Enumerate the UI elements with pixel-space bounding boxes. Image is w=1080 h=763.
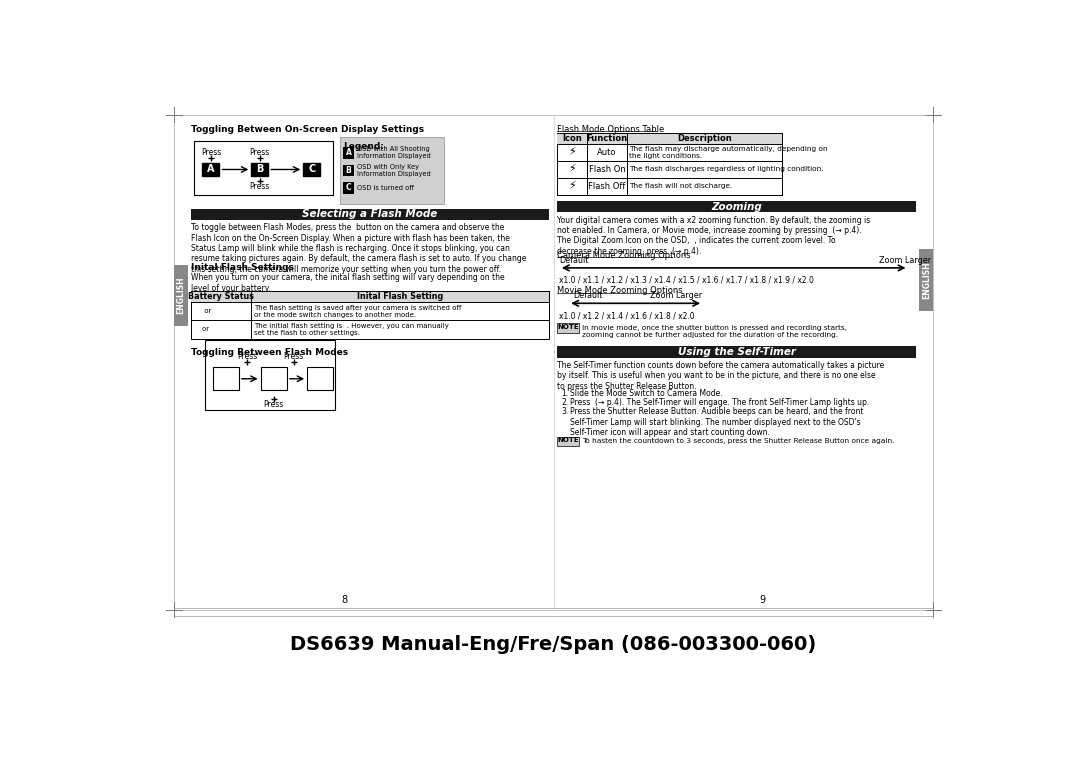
Text: DS6639 Manual-Eng/Fre/Span (086-003300-060): DS6639 Manual-Eng/Fre/Span (086-003300-0… [291, 635, 816, 654]
Bar [343, 165, 353, 176]
Text: Using the Self-Timer: Using the Self-Timer [678, 347, 796, 357]
Bar [339, 137, 444, 204]
Text: To toggle between Flash Modes, press the  button on the camera and observe the
F: To toggle between Flash Modes, press the… [191, 224, 526, 274]
Text: Battery Status: Battery Status [188, 292, 254, 301]
Text: Selecting a Flash Mode: Selecting a Flash Mode [302, 209, 437, 220]
Text: ENGLISH: ENGLISH [176, 277, 186, 314]
Bar [252, 163, 268, 176]
Bar [557, 133, 782, 195]
Text: Movie Mode Zooming Options: Movie Mode Zooming Options [557, 286, 683, 295]
Text: Zoom Larger: Zoom Larger [879, 256, 931, 265]
Text: In movie mode, once the shutter button is pressed and recording starts,
zooming : In movie mode, once the shutter button i… [582, 325, 847, 338]
Text: The flash setting is saved after your camera is switched off
or the mode switch : The flash setting is saved after your ca… [254, 304, 461, 317]
Bar [557, 133, 782, 144]
Text: The initial flash setting is  . However, you can manually
set the flash to other: The initial flash setting is . However, … [254, 323, 448, 336]
Text: Default: Default [572, 291, 603, 300]
Text: OSD with All Shooting
Information Displayed: OSD with All Shooting Information Displa… [356, 146, 431, 159]
Text: ⚡: ⚡ [568, 164, 576, 174]
Text: Function: Function [586, 134, 627, 143]
Bar [213, 367, 239, 391]
Text: Default: Default [559, 256, 589, 265]
Text: Your digital camera comes with a x2 zooming function. By default, the zooming is: Your digital camera comes with a x2 zoom… [557, 215, 870, 256]
Text: Press: Press [249, 182, 270, 191]
Bar [343, 147, 353, 159]
Text: Press: Press [284, 352, 303, 361]
Text: Flash Mode Options Table: Flash Mode Options Table [557, 124, 664, 134]
Text: 2.: 2. [562, 398, 568, 407]
Bar [191, 291, 549, 339]
Text: The flash may discharge automatically, depending on
the light conditions.: The flash may discharge automatically, d… [630, 146, 828, 159]
Text: Auto: Auto [597, 148, 617, 157]
Text: OSD with Only Key
Information Displayed: OSD with Only Key Information Displayed [356, 163, 431, 176]
Text: Press: Press [201, 148, 221, 157]
Bar [205, 340, 335, 410]
Bar [307, 367, 334, 391]
Text: Zoom Larger: Zoom Larger [650, 291, 702, 300]
Bar [557, 324, 579, 333]
Text: Legend:: Legend: [343, 142, 384, 150]
Text: To hasten the countdown to 3 seconds, press the Shutter Release Button once agai: To hasten the countdown to 3 seconds, pr… [582, 438, 894, 444]
Text: C: C [308, 165, 315, 175]
Bar [202, 163, 219, 176]
Text: Flash On: Flash On [589, 165, 625, 174]
Text: When you turn on your camera, the inital flash setting will vary depending on th: When you turn on your camera, the inital… [191, 273, 504, 293]
Text: Icon: Icon [563, 134, 582, 143]
Text: NOTE: NOTE [557, 324, 579, 330]
Bar [191, 208, 549, 221]
Text: A: A [346, 148, 351, 157]
Text: Press: Press [238, 352, 257, 361]
Text: Camera Mode Zooming Options: Camera Mode Zooming Options [557, 251, 691, 260]
Bar [557, 346, 916, 358]
Bar [260, 367, 287, 391]
Text: B: B [346, 166, 351, 175]
Bar [919, 250, 933, 311]
Text: ⚡: ⚡ [568, 147, 576, 157]
Text: OSD is turned off: OSD is turned off [356, 185, 414, 191]
Bar [191, 291, 549, 302]
Text: Description: Description [677, 134, 732, 143]
Text: ⚡: ⚡ [568, 182, 576, 192]
Bar [174, 114, 933, 610]
Bar [557, 201, 916, 212]
Text: Press: Press [249, 148, 270, 157]
Text: 8: 8 [341, 595, 348, 605]
Text: Zooming: Zooming [712, 201, 762, 211]
Bar [343, 182, 353, 194]
Text: 9: 9 [759, 595, 766, 605]
Bar [303, 163, 321, 176]
Text: x1.0 / x1.1 / x1.2 / x1.3 / x1.4 / x1.5 / x1.6 / x1.7 / x1.8 / x1.9 / x2.0: x1.0 / x1.1 / x1.2 / x1.3 / x1.4 / x1.5 … [559, 275, 814, 285]
Text: Inital Flash Settings: Inital Flash Settings [191, 263, 294, 272]
Text: The flash will not discharge.: The flash will not discharge. [630, 183, 733, 189]
Text: or: or [193, 308, 225, 314]
Text: The Self-Timer function counts down before the camera automatically takes a pict: The Self-Timer function counts down befo… [557, 361, 885, 391]
Text: or: or [193, 327, 216, 333]
Text: 1.: 1. [562, 389, 568, 398]
Text: B: B [256, 165, 264, 175]
Text: Flash Off: Flash Off [589, 182, 625, 191]
Text: A: A [207, 165, 215, 175]
Text: Toggling Between On-Screen Display Settings: Toggling Between On-Screen Display Setti… [191, 124, 424, 134]
Text: Press: Press [264, 400, 284, 409]
Bar [557, 436, 579, 446]
Text: C: C [346, 183, 351, 192]
Text: Slide the Mode Switch to Camera Mode.: Slide the Mode Switch to Camera Mode. [570, 389, 723, 398]
Text: Toggling Between Flash Modes: Toggling Between Flash Modes [191, 348, 348, 357]
Text: Inital Flash Setting: Inital Flash Setting [356, 292, 443, 301]
Text: ENGLISH: ENGLISH [921, 262, 931, 299]
Text: NOTE: NOTE [557, 437, 579, 443]
Text: Press  (→ p.4). The Self-Timer will engage. The front Self-Timer Lamp lights up.: Press (→ p.4). The Self-Timer will engag… [570, 398, 869, 407]
Bar [174, 265, 188, 327]
Text: Press the Shutter Release Button. Audible beeps can be heard, and the front
Self: Press the Shutter Release Button. Audibl… [570, 407, 863, 437]
Bar [194, 141, 334, 195]
Text: x1.0 / x1.2 / x1.4 / x1.6 / x1.8 / x2.0: x1.0 / x1.2 / x1.4 / x1.6 / x1.8 / x2.0 [559, 311, 694, 320]
Text: 3.: 3. [562, 407, 568, 417]
Text: The flash discharges regardless of lighting condition.: The flash discharges regardless of light… [630, 166, 824, 172]
